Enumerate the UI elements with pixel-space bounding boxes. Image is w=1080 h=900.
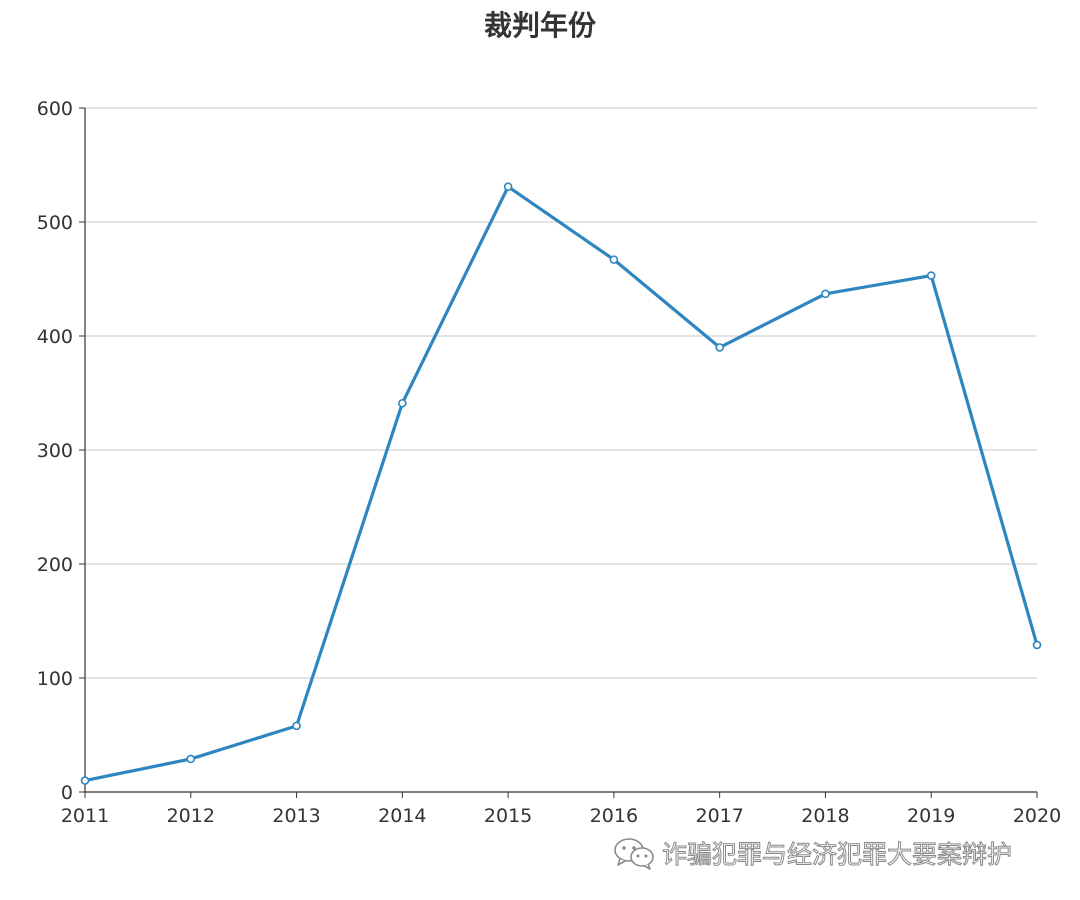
data-point [503, 182, 513, 191]
data-series [80, 182, 1042, 785]
series-line [84, 185, 1039, 783]
x-tick-label: 2019 [907, 805, 955, 827]
y-tick-label: 400 [37, 326, 73, 348]
x-tick-label: 2014 [378, 805, 426, 827]
wechat-icon [614, 838, 654, 870]
x-tick-label: 2011 [61, 805, 109, 827]
x-tick-label: 2020 [1013, 805, 1061, 827]
y-tick-label: 200 [37, 554, 73, 576]
x-tick-label: 2017 [695, 805, 743, 827]
data-point [926, 271, 936, 280]
x-tick-label: 2016 [590, 805, 638, 827]
data-point [821, 289, 830, 299]
data-point [186, 754, 196, 764]
x-tick-label: 2018 [801, 805, 849, 827]
y-tick-label: 500 [37, 212, 73, 234]
x-tick-label: 2013 [272, 805, 320, 827]
data-point [715, 343, 724, 352]
y-tick-label: 0 [61, 782, 73, 804]
x-tick-label: 2015 [484, 805, 532, 827]
x-tick-label: 2012 [167, 805, 215, 827]
y-tick-label: 600 [37, 98, 73, 120]
data-point [1032, 640, 1042, 650]
y-tick-label: 300 [37, 440, 73, 462]
data-point [80, 776, 90, 785]
data-point [609, 255, 619, 264]
tick-labels: 0 100 200 300 400 500 600 2011 2012 2013 2014 2015 2… [37, 98, 1061, 827]
data-point [292, 721, 301, 731]
gridlines [85, 107, 1037, 679]
watermark: 诈骗犯罪与经济犯罪大要案辩护 [612, 836, 1013, 870]
watermark-text: 诈骗犯罪与经济犯罪大要案辩护 [661, 840, 1013, 870]
axes [79, 107, 1038, 798]
data-point [398, 398, 407, 408]
y-tick-label: 100 [37, 668, 73, 690]
chart-title: 裁判年份 [483, 9, 596, 42]
